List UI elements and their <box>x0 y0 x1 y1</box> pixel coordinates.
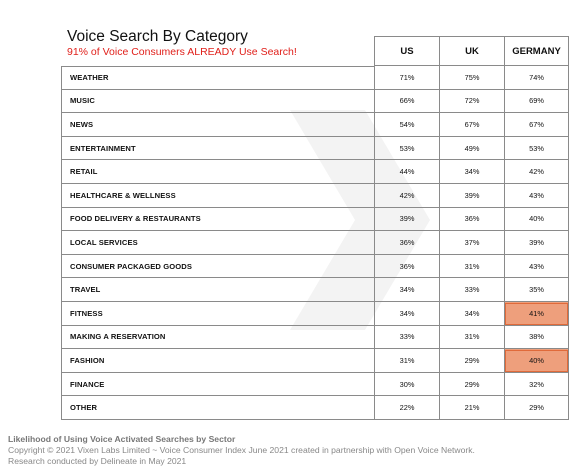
table-row: FOOD DELIVERY & RESTAURANTS 39% 36% 40% <box>61 207 571 232</box>
value-cell: 33% <box>439 278 504 302</box>
table-row: HEALTHCARE & WELLNESS 42% 39% 43% <box>61 183 571 208</box>
value-cell: 29% <box>439 349 504 373</box>
row-label: TRAVEL <box>61 278 374 302</box>
table-row: WEATHER 71% 75% 74% <box>61 66 571 90</box>
table-header-row: US UK GERMANY <box>61 36 571 66</box>
table-row: FASHION 31% 29% 40% <box>61 349 571 373</box>
value-cell: 53% <box>504 136 569 161</box>
value-cell: 72% <box>439 89 504 114</box>
row-label: FOOD DELIVERY & RESTAURANTS <box>61 207 374 232</box>
value-cell: 31% <box>439 325 504 350</box>
value-cell: 67% <box>439 113 504 137</box>
value-cell: 69% <box>504 89 569 114</box>
column-header-germany: GERMANY <box>504 36 569 66</box>
value-cell: 29% <box>504 396 569 420</box>
footer-copyright: Copyright © 2021 Vixen Labs Limited ~ Vo… <box>8 445 475 455</box>
value-cell: 36% <box>374 254 439 279</box>
value-cell: 39% <box>439 183 504 208</box>
table-row: RETAIL 44% 34% 42% <box>61 160 571 184</box>
row-label: NEWS <box>61 113 374 137</box>
value-cell: 71% <box>374 66 439 90</box>
value-cell: 40% <box>504 349 569 373</box>
table-row: CONSUMER PACKAGED GOODS 36% 31% 43% <box>61 254 571 279</box>
value-cell: 40% <box>504 207 569 232</box>
row-label: FINANCE <box>61 372 374 397</box>
table-row: TRAVEL 34% 33% 35% <box>61 278 571 302</box>
value-cell: 41% <box>504 301 569 326</box>
value-cell: 31% <box>439 254 504 279</box>
value-cell: 31% <box>374 349 439 373</box>
value-cell: 43% <box>504 254 569 279</box>
table-row: LOCAL SERVICES 36% 37% 39% <box>61 231 571 255</box>
value-cell: 34% <box>439 301 504 326</box>
data-table: US UK GERMANY WEATHER 71% 75% 74% MUSIC 66% 72… <box>61 36 571 420</box>
value-cell: 35% <box>504 278 569 302</box>
row-label: FASHION <box>61 349 374 373</box>
row-label: CONSUMER PACKAGED GOODS <box>61 254 374 279</box>
row-label: MAKING A RESERVATION <box>61 325 374 350</box>
footer-research-note: Research conducted by Delineate in May 2… <box>8 456 187 466</box>
footer-caption: Likelihood of Using Voice Activated Sear… <box>8 434 236 444</box>
value-cell: 53% <box>374 136 439 161</box>
value-cell: 21% <box>439 396 504 420</box>
value-cell: 43% <box>504 183 569 208</box>
value-cell: 36% <box>439 207 504 232</box>
value-cell: 34% <box>374 278 439 302</box>
value-cell: 42% <box>504 160 569 184</box>
value-cell: 32% <box>504 372 569 397</box>
value-cell: 66% <box>374 89 439 114</box>
value-cell: 36% <box>374 231 439 255</box>
value-cell: 39% <box>374 207 439 232</box>
row-label: ENTERTAINMENT <box>61 136 374 161</box>
value-cell: 74% <box>504 66 569 90</box>
value-cell: 75% <box>439 66 504 90</box>
value-cell: 34% <box>374 301 439 326</box>
chart-title: Voice Search By Category <box>67 28 248 45</box>
column-header-us: US <box>374 36 439 66</box>
value-cell: 67% <box>504 113 569 137</box>
table-row: MUSIC 66% 72% 69% <box>61 89 571 114</box>
table-row: NEWS 54% 67% 67% <box>61 113 571 137</box>
value-cell: 54% <box>374 113 439 137</box>
value-cell: 42% <box>374 183 439 208</box>
table-row: FITNESS 34% 34% 41% <box>61 301 571 326</box>
value-cell: 44% <box>374 160 439 184</box>
table-row: MAKING A RESERVATION 33% 31% 38% <box>61 325 571 350</box>
table-row: FINANCE 30% 29% 32% <box>61 372 571 397</box>
value-cell: 34% <box>439 160 504 184</box>
row-label: FITNESS <box>61 301 374 326</box>
column-header-uk: UK <box>439 36 504 66</box>
value-cell: 38% <box>504 325 569 350</box>
value-cell: 33% <box>374 325 439 350</box>
value-cell: 49% <box>439 136 504 161</box>
value-cell: 39% <box>504 231 569 255</box>
value-cell: 30% <box>374 372 439 397</box>
row-label: MUSIC <box>61 89 374 114</box>
table-row: ENTERTAINMENT 53% 49% 53% <box>61 136 571 161</box>
chart-subtitle: 91% of Voice Consumers ALREADY Use Searc… <box>67 46 297 58</box>
footer: Likelihood of Using Voice Activated Sear… <box>8 434 475 467</box>
row-label: WEATHER <box>61 66 374 90</box>
row-label: LOCAL SERVICES <box>61 231 374 255</box>
value-cell: 37% <box>439 231 504 255</box>
value-cell: 29% <box>439 372 504 397</box>
table-body: WEATHER 71% 75% 74% MUSIC 66% 72% 69% NEWS 54% 67%… <box>61 66 571 420</box>
row-label: HEALTHCARE & WELLNESS <box>61 183 374 208</box>
row-label: OTHER <box>61 396 374 420</box>
value-cell: 22% <box>374 396 439 420</box>
table-row: OTHER 22% 21% 29% <box>61 396 571 420</box>
row-label: RETAIL <box>61 160 374 184</box>
